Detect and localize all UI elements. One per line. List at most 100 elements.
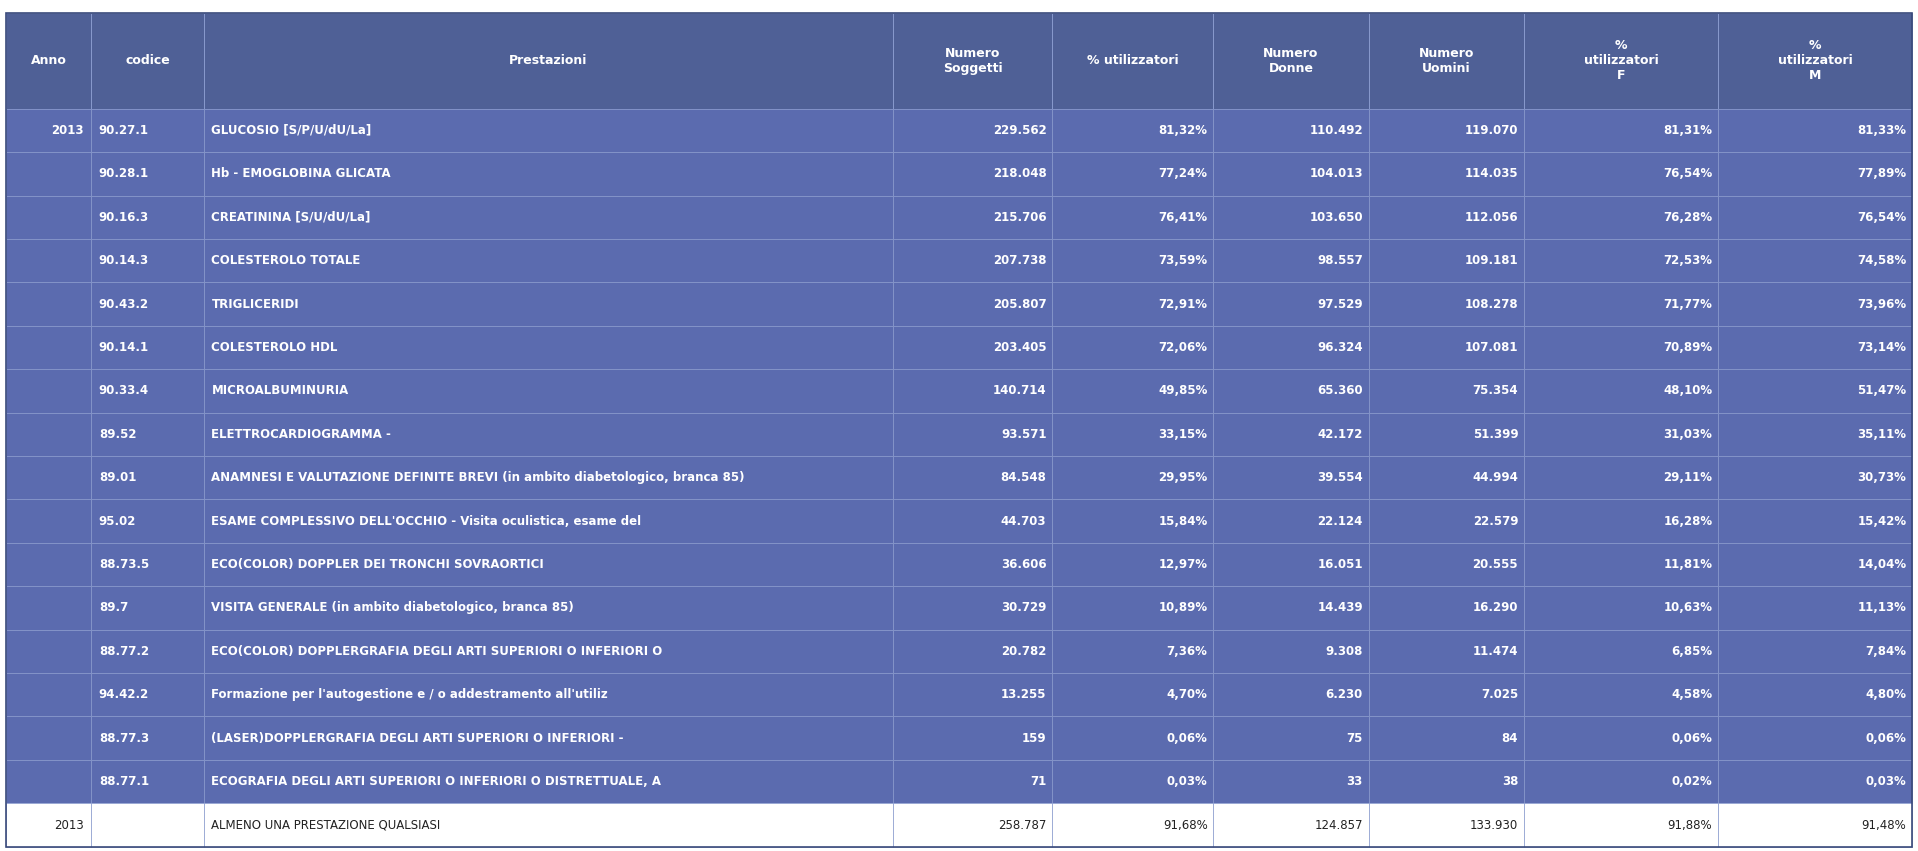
Text: 16.051: 16.051 bbox=[1318, 558, 1364, 571]
Bar bbox=[1214, 717, 1369, 760]
Text: 89.52: 89.52 bbox=[100, 428, 136, 441]
Bar bbox=[203, 369, 894, 413]
Text: 7.025: 7.025 bbox=[1481, 688, 1519, 701]
Bar bbox=[1369, 13, 1525, 109]
Text: 94.42.2: 94.42.2 bbox=[100, 688, 150, 701]
Bar bbox=[1369, 326, 1525, 369]
Text: Prestazioni: Prestazioni bbox=[508, 54, 587, 67]
Bar bbox=[894, 109, 1053, 152]
Bar bbox=[6, 196, 92, 239]
Bar bbox=[1719, 673, 1912, 717]
Bar bbox=[1214, 803, 1369, 847]
Bar bbox=[6, 109, 92, 152]
Bar bbox=[1053, 760, 1214, 803]
Text: codice: codice bbox=[125, 54, 171, 67]
Text: 9.308: 9.308 bbox=[1325, 645, 1364, 658]
Text: 133.930: 133.930 bbox=[1469, 819, 1519, 831]
Text: %
utilizzatori
M: % utilizzatori M bbox=[1778, 39, 1853, 83]
Text: 90.43.2: 90.43.2 bbox=[100, 298, 150, 311]
Bar bbox=[1525, 196, 1719, 239]
Bar bbox=[894, 717, 1053, 760]
Text: 2013: 2013 bbox=[54, 819, 84, 831]
Bar bbox=[6, 152, 92, 196]
Text: 2013: 2013 bbox=[52, 124, 84, 137]
Text: 97.529: 97.529 bbox=[1318, 298, 1364, 311]
Bar bbox=[1369, 543, 1525, 586]
Text: 11.474: 11.474 bbox=[1473, 645, 1519, 658]
Bar bbox=[1053, 369, 1214, 413]
Text: 71,77%: 71,77% bbox=[1663, 298, 1713, 311]
Bar bbox=[894, 456, 1053, 500]
Text: Numero
Uomini: Numero Uomini bbox=[1419, 47, 1475, 75]
Text: 84.548: 84.548 bbox=[1001, 471, 1047, 484]
Bar bbox=[92, 543, 203, 586]
Bar bbox=[1053, 543, 1214, 586]
Text: 71: 71 bbox=[1030, 775, 1047, 788]
Bar bbox=[1719, 283, 1912, 326]
Text: 0,03%: 0,03% bbox=[1166, 775, 1208, 788]
Bar bbox=[894, 803, 1053, 847]
Text: 91,48%: 91,48% bbox=[1862, 819, 1906, 831]
Bar bbox=[203, 196, 894, 239]
Bar bbox=[6, 239, 92, 283]
Bar bbox=[1214, 500, 1369, 543]
Bar bbox=[1214, 109, 1369, 152]
Text: 12,97%: 12,97% bbox=[1158, 558, 1208, 571]
Bar bbox=[1214, 283, 1369, 326]
Bar bbox=[1214, 413, 1369, 456]
Bar bbox=[1719, 109, 1912, 152]
Bar bbox=[92, 673, 203, 717]
Bar bbox=[1719, 239, 1912, 283]
Text: 207.738: 207.738 bbox=[994, 254, 1047, 267]
Bar bbox=[1719, 13, 1912, 109]
Text: COLESTEROLO HDL: COLESTEROLO HDL bbox=[211, 341, 338, 354]
Bar bbox=[6, 760, 92, 803]
Text: 20.555: 20.555 bbox=[1473, 558, 1519, 571]
Bar bbox=[1214, 456, 1369, 500]
Text: 22.579: 22.579 bbox=[1473, 515, 1519, 528]
Text: 72,53%: 72,53% bbox=[1663, 254, 1713, 267]
Text: ESAME COMPLESSIVO DELL'OCCHIO - Visita oculistica, esame del: ESAME COMPLESSIVO DELL'OCCHIO - Visita o… bbox=[211, 515, 643, 528]
Text: 90.16.3: 90.16.3 bbox=[100, 211, 150, 224]
Bar bbox=[6, 586, 92, 630]
Bar bbox=[203, 13, 894, 109]
Bar bbox=[1525, 283, 1719, 326]
Text: ALMENO UNA PRESTAZIONE QUALSIASI: ALMENO UNA PRESTAZIONE QUALSIASI bbox=[211, 819, 441, 831]
Text: 29,11%: 29,11% bbox=[1663, 471, 1713, 484]
Bar bbox=[92, 717, 203, 760]
Text: 15,42%: 15,42% bbox=[1857, 515, 1906, 528]
Text: 91,88%: 91,88% bbox=[1669, 819, 1713, 831]
Text: 31,03%: 31,03% bbox=[1663, 428, 1713, 441]
Bar bbox=[1053, 803, 1214, 847]
Bar bbox=[1525, 717, 1719, 760]
Bar bbox=[92, 152, 203, 196]
Text: 51.399: 51.399 bbox=[1473, 428, 1519, 441]
Text: 33,15%: 33,15% bbox=[1158, 428, 1208, 441]
Text: 33: 33 bbox=[1346, 775, 1364, 788]
Bar bbox=[894, 13, 1053, 109]
Text: 11,13%: 11,13% bbox=[1859, 602, 1906, 614]
Text: 16,28%: 16,28% bbox=[1663, 515, 1713, 528]
Bar bbox=[203, 717, 894, 760]
Text: 29,95%: 29,95% bbox=[1158, 471, 1208, 484]
Text: 77,89%: 77,89% bbox=[1857, 168, 1906, 180]
Text: GLUCOSIO [S/P/U/dU/La]: GLUCOSIO [S/P/U/dU/La] bbox=[211, 124, 372, 137]
Text: 7,84%: 7,84% bbox=[1866, 645, 1906, 658]
Bar bbox=[1719, 543, 1912, 586]
Bar bbox=[1719, 152, 1912, 196]
Bar bbox=[1369, 717, 1525, 760]
Bar bbox=[1214, 586, 1369, 630]
Bar bbox=[1053, 413, 1214, 456]
Text: 76,41%: 76,41% bbox=[1158, 211, 1208, 224]
Text: 30,73%: 30,73% bbox=[1859, 471, 1906, 484]
Bar bbox=[1369, 109, 1525, 152]
Bar bbox=[92, 283, 203, 326]
Bar bbox=[203, 586, 894, 630]
Bar bbox=[1369, 283, 1525, 326]
Bar bbox=[1525, 543, 1719, 586]
Text: ELETTROCARDIOGRAMMA -: ELETTROCARDIOGRAMMA - bbox=[211, 428, 391, 441]
Bar bbox=[894, 326, 1053, 369]
Text: 51,47%: 51,47% bbox=[1857, 385, 1906, 397]
Text: 10,89%: 10,89% bbox=[1158, 602, 1208, 614]
Text: 90.14.1: 90.14.1 bbox=[100, 341, 150, 354]
